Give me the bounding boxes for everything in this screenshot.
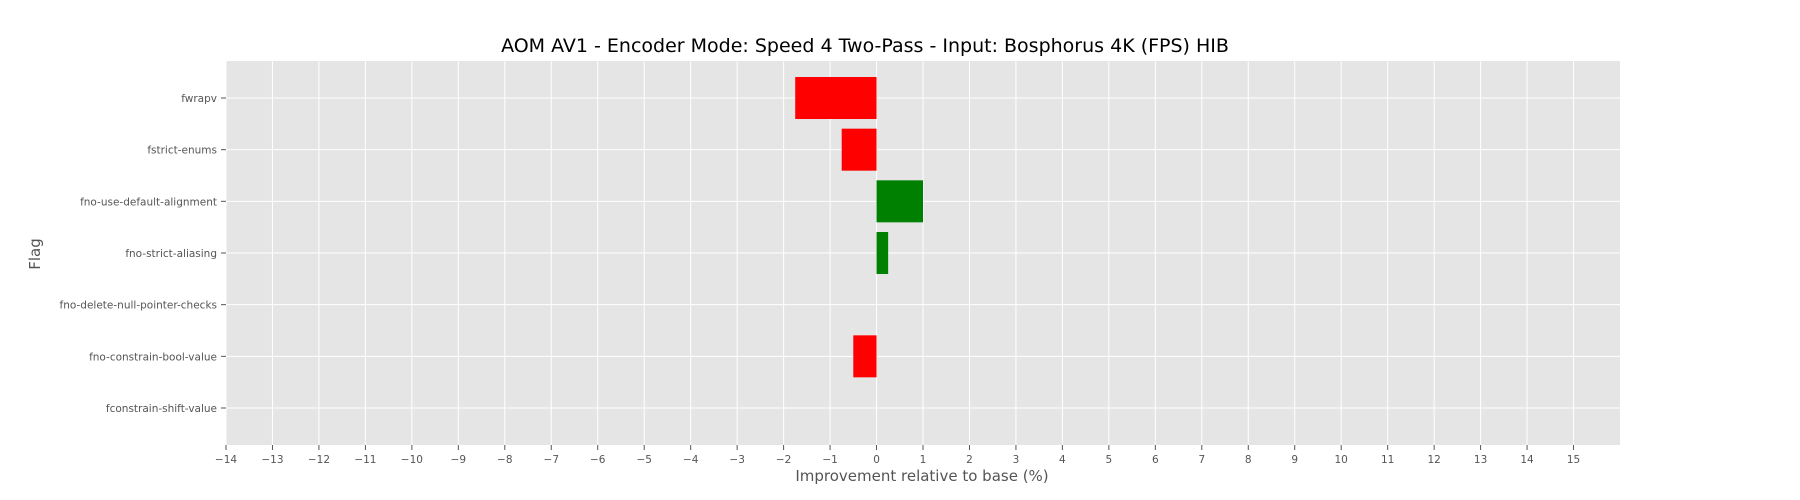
x-tick-label: 8 xyxy=(1245,454,1252,466)
bar xyxy=(853,335,877,378)
y-tick-label: fwrapv xyxy=(181,93,217,105)
x-tick-label: −4 xyxy=(683,454,699,466)
y-tick-label: fno-strict-aliasing xyxy=(125,248,217,260)
grid-lines xyxy=(225,61,1620,445)
x-tick-label: 5 xyxy=(1106,454,1113,466)
bars xyxy=(795,77,923,378)
bar xyxy=(841,128,877,171)
y-tick-label: fno-delete-null-pointer-checks xyxy=(60,300,217,312)
y-axis-label: Flag xyxy=(26,238,44,270)
x-tick-label: −13 xyxy=(261,454,283,466)
x-tick-label: −3 xyxy=(729,454,744,466)
x-tick-label: 7 xyxy=(1198,454,1205,466)
x-tick-label: 13 xyxy=(1474,454,1487,466)
x-tick-label: −6 xyxy=(590,454,606,466)
y-tick-label: fno-use-default-alignment xyxy=(80,196,217,208)
x-tick-label: −14 xyxy=(215,454,237,466)
x-tick-label: 6 xyxy=(1152,454,1159,466)
x-tick-label: 14 xyxy=(1520,454,1534,466)
x-tick-label: 1 xyxy=(920,454,927,466)
x-tick-label: −7 xyxy=(544,454,559,466)
x-tick-label: 2 xyxy=(966,454,973,466)
y-tick-label: fstrict-enums xyxy=(147,145,217,157)
x-tick-label: −12 xyxy=(308,454,330,466)
chart-title: AOM AV1 - Encoder Mode: Speed 4 Two-Pass… xyxy=(501,35,1229,57)
x-tick-label: 4 xyxy=(1059,454,1066,466)
bar xyxy=(876,180,923,223)
x-tick-label: 15 xyxy=(1567,454,1580,466)
x-tick-label: 3 xyxy=(1013,454,1020,466)
x-tick-label: 11 xyxy=(1381,454,1394,466)
x-axis-ticks: −14 −13 −12 −11 −10 −9 −8 −7 −6 −5 −4 −3 −2 −1 0 1 2 3 4 5 6… xyxy=(215,445,1580,466)
x-tick-label: 9 xyxy=(1291,454,1298,466)
x-tick-label: −1 xyxy=(822,454,837,466)
y-tick-label: fno-constrain-bool-value xyxy=(89,351,217,363)
y-tick-label: fconstrain-shift-value xyxy=(106,403,217,415)
x-axis-label: Improvement relative to base (%) xyxy=(795,467,1048,485)
x-tick-label: −5 xyxy=(636,454,651,466)
x-tick-label: −9 xyxy=(451,454,466,466)
x-tick-label: −10 xyxy=(401,454,423,466)
x-tick-label: 10 xyxy=(1335,454,1348,466)
x-tick-label: 12 xyxy=(1427,454,1440,466)
y-axis-ticks: fwrapv fstrict-enums fno-use-default-align… xyxy=(60,93,226,415)
x-tick-label: −8 xyxy=(497,454,512,466)
x-tick-label: −11 xyxy=(354,454,376,466)
x-tick-label: −2 xyxy=(776,454,791,466)
bar xyxy=(876,232,889,274)
bar xyxy=(795,77,877,119)
x-tick-label: 0 xyxy=(873,454,880,466)
